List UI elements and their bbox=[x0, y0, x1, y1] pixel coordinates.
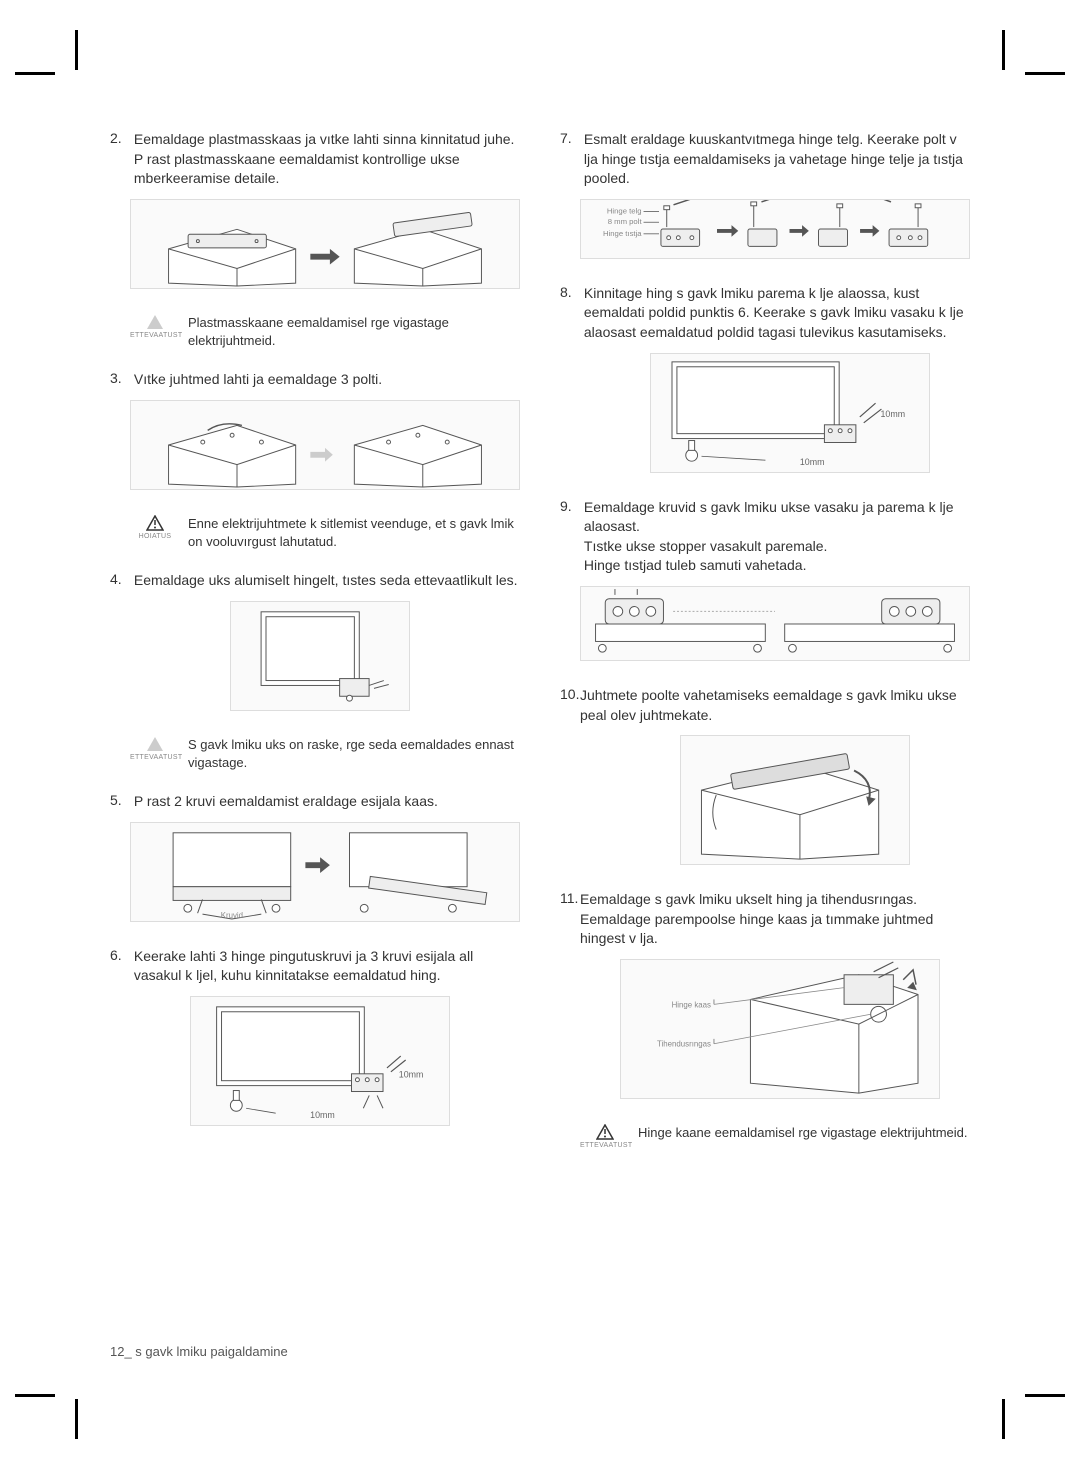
diagram-step-3 bbox=[130, 400, 520, 490]
step-8: 8. Kinnitage hing s gavk lmiku parema k … bbox=[560, 284, 970, 473]
step-9: 9. Eemaldage kruvid s gavk lmiku ukse va… bbox=[560, 498, 970, 661]
warning-step-4: ETTEVAATUST S gavk lmiku uks on raske, r… bbox=[130, 736, 520, 772]
step-number: 8. bbox=[560, 284, 580, 300]
label-8mm-polt: 8 mm polt bbox=[608, 217, 643, 226]
warning-icon: ETTEVAATUST bbox=[580, 1124, 630, 1149]
label-hinge-kaas: Hinge kaas bbox=[672, 1000, 711, 1009]
diagram-step-11: Hinge kaas Tihendusrıngas bbox=[620, 959, 940, 1099]
step-text: Eemaldage plastmasskaas ja vıtke lahti s… bbox=[134, 130, 519, 189]
step-text: Kinnitage hing s gavk lmiku parema k lje… bbox=[584, 284, 969, 343]
label-10mm-a: 10mm bbox=[399, 1070, 424, 1080]
right-column: 7. Esmalt eraldage kuuskantvıtmega hinge… bbox=[560, 130, 970, 1169]
step-number: 3. bbox=[110, 370, 130, 386]
warning-step-2: ETTEVAATUST Plastmasskaane eemaldamisel … bbox=[130, 314, 520, 350]
page-footer: 12_ s gavk lmiku paigaldamine bbox=[110, 1344, 288, 1359]
crop-mark bbox=[15, 1394, 55, 1397]
label-hinge-tistja: Hinge tıstja bbox=[603, 229, 642, 238]
warning-text: Enne elektrijuhtmete k sitlemist veendug… bbox=[188, 515, 520, 551]
step-text: Eemaldage kruvid s gavk lmiku ukse vasak… bbox=[584, 498, 969, 576]
diagram-step-6: 10mm 10mm bbox=[190, 996, 450, 1126]
step-number: 5. bbox=[110, 792, 130, 808]
step-text: Juhtmete poolte vahetamiseks eemaldage s… bbox=[580, 686, 960, 725]
caution-icon: ETTEVAATUST bbox=[130, 314, 180, 339]
step-3: 3. Vıtke juhtmed lahti ja eemaldage 3 po… bbox=[110, 370, 520, 490]
crop-mark bbox=[75, 1399, 78, 1439]
crop-mark bbox=[1025, 72, 1065, 75]
warning-text: Hinge kaane eemaldamisel rge vigastage e… bbox=[638, 1124, 970, 1142]
warning-text: S gavk lmiku uks on raske, rge seda eema… bbox=[188, 736, 520, 772]
warning-step-3: HOIATUS Enne elektrijuhtmete k sitlemist… bbox=[130, 515, 520, 551]
step-7: 7. Esmalt eraldage kuuskantvıtmega hinge… bbox=[560, 130, 970, 259]
label-10mm-a: 10mm bbox=[880, 408, 905, 418]
step-text: P rast 2 kruvi eemaldamist eraldage esij… bbox=[134, 792, 519, 812]
step-text: Vıtke juhtmed lahti ja eemaldage 3 polti… bbox=[134, 370, 519, 390]
label-10mm-b: 10mm bbox=[310, 1110, 335, 1120]
step-number: 9. bbox=[560, 498, 580, 514]
diagram-step-10 bbox=[680, 735, 910, 865]
step-number: 11. bbox=[560, 890, 580, 906]
step-10: 10.Juhtmete poolte vahetamiseks eemaldag… bbox=[560, 686, 970, 865]
crop-mark bbox=[15, 72, 55, 75]
step-11: 11.Eemaldage s gavk lmiku ukselt hing ja… bbox=[560, 890, 970, 1099]
warning-step-11: ETTEVAATUST Hinge kaane eemaldamisel rge… bbox=[580, 1124, 970, 1149]
crop-mark bbox=[1025, 1394, 1065, 1397]
step-number: 2. bbox=[110, 130, 130, 146]
caution-icon: ETTEVAATUST bbox=[130, 736, 180, 761]
label-kruvid: Kruvid bbox=[221, 911, 243, 920]
warning-text: Plastmasskaane eemaldamisel rge vigastag… bbox=[188, 314, 520, 350]
step-number: 6. bbox=[110, 947, 130, 963]
step-2: 2. Eemaldage plastmasskaas ja vıtke laht… bbox=[110, 130, 520, 289]
warning-icon: HOIATUS bbox=[130, 515, 180, 540]
step-number: 7. bbox=[560, 130, 580, 146]
step-text: Esmalt eraldage kuuskantvıtmega hinge te… bbox=[584, 130, 969, 189]
step-5: 5. P rast 2 kruvi eemaldamist eraldage e… bbox=[110, 792, 520, 922]
diagram-step-4 bbox=[230, 601, 410, 711]
step-4: 4. Eemaldage uks alumiselt hingelt, tıst… bbox=[110, 571, 520, 711]
diagram-step-8: 10mm 10mm bbox=[650, 353, 930, 473]
crop-mark bbox=[75, 30, 78, 70]
crop-mark bbox=[1002, 1399, 1005, 1439]
label-10mm-b: 10mm bbox=[800, 457, 825, 467]
label-tihendusringas: Tihendusrıngas bbox=[657, 1040, 711, 1049]
page-content: 2. Eemaldage plastmasskaas ja vıtke laht… bbox=[70, 40, 1010, 1169]
diagram-step-2 bbox=[130, 199, 520, 289]
step-number: 10. bbox=[560, 686, 580, 702]
crop-mark bbox=[1002, 30, 1005, 70]
step-text: Eemaldage uks alumiselt hingelt, tıstes … bbox=[134, 571, 519, 591]
left-column: 2. Eemaldage plastmasskaas ja vıtke laht… bbox=[110, 130, 520, 1169]
step-6: 6. Keerake lahti 3 hinge pingutuskruvi j… bbox=[110, 947, 520, 1126]
diagram-step-7: Hinge telg 8 mm polt Hinge tıstja bbox=[580, 199, 970, 259]
step-number: 4. bbox=[110, 571, 130, 587]
step-text: Keerake lahti 3 hinge pingutuskruvi ja 3… bbox=[134, 947, 519, 986]
diagram-step-5: Kruvid bbox=[130, 822, 520, 922]
step-text: Eemaldage s gavk lmiku ukselt hing ja ti… bbox=[580, 890, 960, 949]
label-hinge-telg: Hinge telg bbox=[607, 206, 642, 215]
diagram-step-9 bbox=[580, 586, 970, 661]
